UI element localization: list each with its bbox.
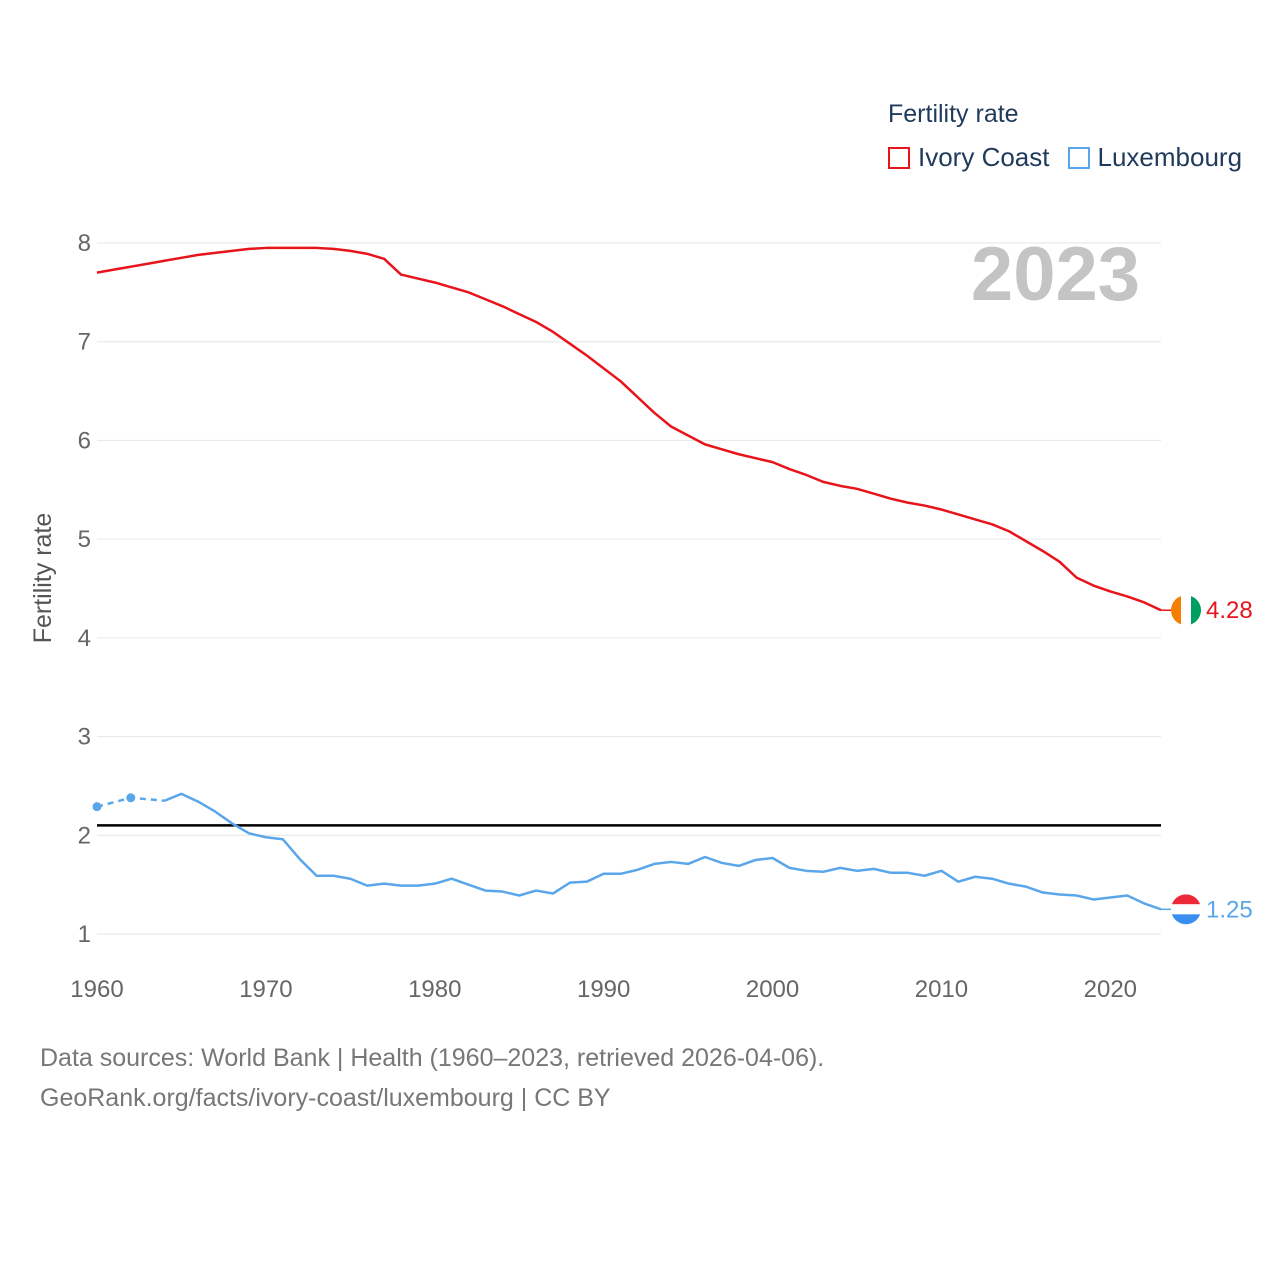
grid [97, 242, 1161, 935]
x-axis-ticks: 1960 1970 1980 1990 2000 2010 2020 [70, 976, 1137, 1003]
legend-title: Fertility rate [888, 100, 1019, 128]
x-tick-label-2010: 2010 [915, 976, 968, 1003]
y-tick-label-8: 8 [78, 230, 91, 257]
x-tick-label-2020: 2020 [1084, 976, 1137, 1003]
legend-label-luxembourg: Luxembourg [1097, 142, 1243, 172]
flag-stripe-ivory-coast-1 [1181, 595, 1191, 626]
legend: Ivory Coast Luxembourg [888, 142, 1260, 173]
series-line-luxembourg [164, 792, 1162, 911]
legend-label-ivory-coast: Ivory Coast [918, 142, 1050, 172]
end-markers: 4.28 1.25 [1161, 595, 1253, 925]
legend-swatch-ivory-coast [888, 146, 910, 169]
end-value-label-ivory-coast: 4.28 [1206, 597, 1253, 624]
source-line: Data sources: World Bank | Health (1960–… [40, 1044, 825, 1072]
flag-luxembourg [1171, 894, 1201, 925]
y-tick-label-5: 5 [78, 526, 91, 553]
data-point-luxembourg-1962 [126, 793, 136, 803]
flag-stripe-luxembourg-0 [1171, 894, 1201, 905]
flag-stripe-ivory-coast-2 [1191, 595, 1201, 626]
x-tick-label-1980: 1980 [408, 976, 461, 1003]
legend-swatch-luxembourg [1067, 146, 1090, 169]
legend-item-ivory-coast[interactable]: Ivory Coast [888, 142, 1050, 173]
flag-stripe-luxembourg-2 [1171, 914, 1201, 925]
x-tick-label-1990: 1990 [577, 976, 630, 1003]
y-tick-label-4: 4 [78, 625, 91, 652]
x-tick-label-1970: 1970 [239, 976, 292, 1003]
flag-ivory-coast [1171, 595, 1201, 626]
y-axis-ticks: 1 2 3 4 5 6 7 8 [78, 230, 91, 948]
data-point-luxembourg-1960 [92, 802, 102, 812]
y-tick-label-7: 7 [78, 329, 91, 356]
flag-stripe-ivory-coast-0 [1171, 595, 1181, 626]
y-tick-label-1: 1 [78, 921, 91, 948]
y-axis-label: Fertility rate [29, 513, 57, 644]
x-tick-label-2000: 2000 [746, 976, 799, 1003]
end-value-label-luxembourg: 1.25 [1206, 896, 1253, 923]
source-url[interactable]: GeoRank.org/facts/ivory-coast/luxembourg… [40, 1084, 611, 1112]
year-badge: 2023 [971, 232, 1140, 317]
y-tick-label-3: 3 [78, 724, 91, 751]
series-line-ivory-coast [96, 246, 1162, 612]
y-tick-label-2: 2 [78, 822, 91, 849]
series-group [92, 246, 1162, 911]
flag-stripe-luxembourg-1 [1171, 904, 1201, 915]
legend-item-luxembourg[interactable]: Luxembourg [1067, 142, 1243, 173]
x-tick-label-1960: 1960 [70, 976, 123, 1003]
y-tick-label-6: 6 [78, 427, 91, 454]
